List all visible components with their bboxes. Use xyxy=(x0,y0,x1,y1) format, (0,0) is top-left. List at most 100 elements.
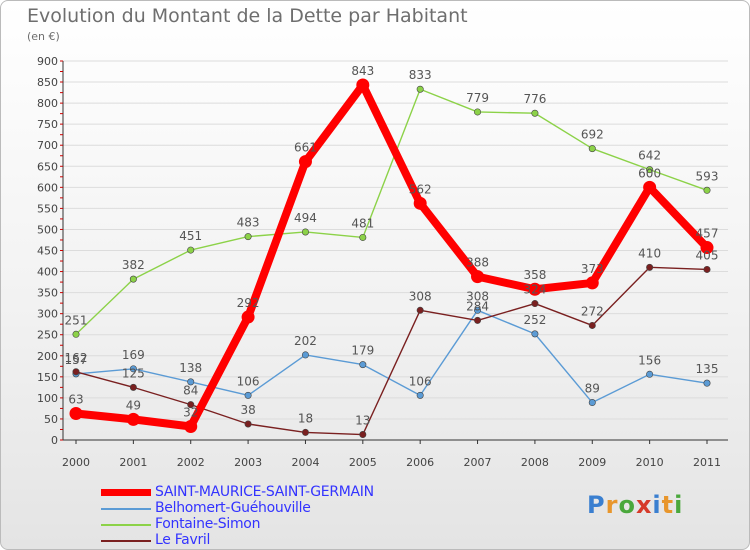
data-point xyxy=(244,391,252,399)
y-tick-label: 900 xyxy=(37,55,58,68)
data-label: 410 xyxy=(638,246,661,260)
data-point xyxy=(241,310,255,324)
data-point xyxy=(643,180,657,194)
proxiti-logo: Proxiti xyxy=(587,491,683,519)
y-tick-label: 500 xyxy=(37,223,58,236)
data-label: 600 xyxy=(638,166,661,180)
x-tick-label: 2011 xyxy=(693,456,721,469)
data-label: 251 xyxy=(65,313,88,327)
data-label: 179 xyxy=(351,344,374,358)
data-label: 308 xyxy=(409,289,432,303)
data-point xyxy=(416,85,424,93)
y-tick-label: 50 xyxy=(44,413,58,426)
data-label: 135 xyxy=(696,362,719,376)
data-label: 18 xyxy=(298,411,313,425)
data-label: 324 xyxy=(523,283,546,297)
y-tick-label: 100 xyxy=(37,392,58,405)
data-label: 252 xyxy=(523,313,546,327)
data-label: 779 xyxy=(466,91,489,105)
y-tick-label: 400 xyxy=(37,266,58,279)
y-tick-label: 300 xyxy=(37,308,58,321)
data-point xyxy=(72,330,80,338)
data-label: 125 xyxy=(122,366,145,380)
x-tick-label: 2004 xyxy=(291,456,319,469)
series-line xyxy=(75,309,708,404)
data-point xyxy=(129,383,137,391)
chart-title: Evolution du Montant de la Dette par Hab… xyxy=(27,5,468,27)
x-tick-label: 2003 xyxy=(234,456,262,469)
data-point xyxy=(531,300,539,308)
data-label: 642 xyxy=(638,149,661,163)
logo-letter: o xyxy=(618,491,636,519)
y-tick-label: 450 xyxy=(37,245,58,258)
y-tick-label: 850 xyxy=(37,76,58,89)
data-point xyxy=(474,108,482,116)
data-point xyxy=(356,78,370,92)
logo-letter: t xyxy=(661,491,675,519)
axes xyxy=(60,60,728,441)
data-label: 156 xyxy=(638,353,661,367)
y-tick-label: 200 xyxy=(37,350,58,363)
data-point xyxy=(413,196,427,210)
x-tick-label: 2002 xyxy=(177,456,205,469)
data-point xyxy=(703,265,711,273)
data-point xyxy=(129,275,137,283)
logo-letter: i xyxy=(652,491,662,519)
data-point xyxy=(301,228,309,236)
data-point xyxy=(244,420,252,428)
y-tick-label: 150 xyxy=(37,371,58,384)
y-tick-label: 250 xyxy=(37,329,58,342)
legend-label: Belhomert-Guéhouville xyxy=(155,500,311,516)
data-label: 833 xyxy=(409,68,432,82)
y-tick-label: 650 xyxy=(37,160,58,173)
data-point xyxy=(416,391,424,399)
y-tick-label: 700 xyxy=(37,139,58,152)
data-point xyxy=(187,401,195,409)
data-point xyxy=(585,276,599,290)
data-label: 388 xyxy=(466,256,489,270)
data-label: 373 xyxy=(581,262,604,276)
data-point xyxy=(129,365,137,373)
data-label: 776 xyxy=(523,92,546,106)
x-tick-label: 2008 xyxy=(521,456,549,469)
data-point xyxy=(69,406,83,420)
x-tick-label: 2007 xyxy=(464,456,492,469)
legend-swatch xyxy=(101,508,151,510)
data-label: 593 xyxy=(696,169,719,183)
y-tick-label: 750 xyxy=(37,118,58,131)
y-axis-ticks: 0 50 100 150 200 250 300 350 400 450 500 550 600 650 7… xyxy=(37,55,58,447)
data-label: 84 xyxy=(183,384,198,398)
data-point xyxy=(646,166,654,174)
data-point xyxy=(298,155,312,169)
data-label: 157 xyxy=(65,353,88,367)
legend-label: Fontaine-Simon xyxy=(155,516,261,532)
data-label: 292 xyxy=(237,296,260,310)
data-point xyxy=(301,351,309,359)
data-point xyxy=(531,330,539,338)
x-tick-label: 2000 xyxy=(62,456,90,469)
x-tick-label: 2006 xyxy=(406,456,434,469)
data-point xyxy=(646,370,654,378)
data-label: 169 xyxy=(122,348,145,362)
data-label: 843 xyxy=(351,64,374,78)
legend-swatch xyxy=(101,489,151,496)
series-line xyxy=(75,266,708,436)
data-point xyxy=(474,306,482,314)
legend-label: SAINT-MAURICE-SAINT-GERMAIN xyxy=(155,484,374,500)
data-label: 202 xyxy=(294,334,317,348)
data-point xyxy=(703,379,711,387)
data-point xyxy=(531,109,539,117)
data-label: 358 xyxy=(523,268,546,282)
data-label: 106 xyxy=(237,374,260,388)
data-label: 138 xyxy=(179,361,202,375)
legend-swatch xyxy=(101,524,151,526)
data-label: 481 xyxy=(351,216,374,230)
x-tick-label: 2010 xyxy=(636,456,664,469)
data-point xyxy=(700,241,714,255)
data-label: 38 xyxy=(240,403,255,417)
data-point xyxy=(72,368,80,376)
data-label: 562 xyxy=(409,182,432,196)
data-point xyxy=(359,431,367,439)
